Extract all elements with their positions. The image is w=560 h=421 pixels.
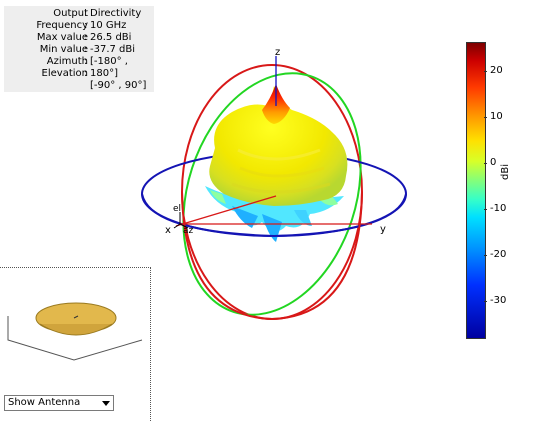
info-value: -37.7 dBi [90, 44, 136, 55]
colorbar-tick: 10 [490, 111, 503, 122]
info-key: Frequency [36, 20, 88, 31]
info-value: [-180° , [90, 56, 128, 67]
colorbar-tick: -30 [490, 295, 507, 306]
el-label: el [173, 204, 181, 214]
x-axis-label: x [165, 225, 171, 236]
colorbar-tick: -10 [490, 203, 507, 214]
show-antenna-label: Show Antenna [8, 397, 81, 408]
info-value: Directivity [90, 8, 142, 19]
colorbar-unit-label: dBi [500, 164, 511, 180]
info-value: 10 GHz [90, 20, 127, 31]
colorbar-tick: 0 [490, 157, 497, 168]
z-axis-label: z [275, 47, 280, 58]
orientation-triad: el az [173, 204, 194, 236]
info-value: 180°] [90, 68, 118, 79]
y-axis-label: y [380, 224, 386, 235]
info-panel: Output : Directivity Frequency : 10 GHz … [4, 6, 154, 92]
xy-plane-circle-front [141, 193, 407, 238]
info-key: Output [53, 8, 88, 19]
side-lobes [205, 186, 344, 242]
chevron-down-icon[interactable] [99, 396, 113, 410]
info-key: Azimuth [46, 56, 88, 67]
az-label: az [183, 226, 194, 236]
info-value: 26.5 dBi [90, 32, 132, 43]
info-key: Min value [39, 44, 88, 55]
info-value: [-90° , 90°] [90, 80, 147, 91]
info-key: Max value [36, 32, 88, 43]
yz-plane-circle [182, 72, 362, 316]
antenna-preview [0, 267, 151, 421]
x-axis [175, 195, 277, 227]
info-key: Elevation [41, 68, 88, 79]
xz-plane-circle-front [181, 191, 363, 321]
show-antenna-dropdown[interactable]: Show Antenna [4, 395, 114, 411]
colorbar-tick: 20 [490, 65, 503, 76]
colorbar-tick: -20 [490, 249, 507, 260]
colorbar [466, 42, 486, 339]
